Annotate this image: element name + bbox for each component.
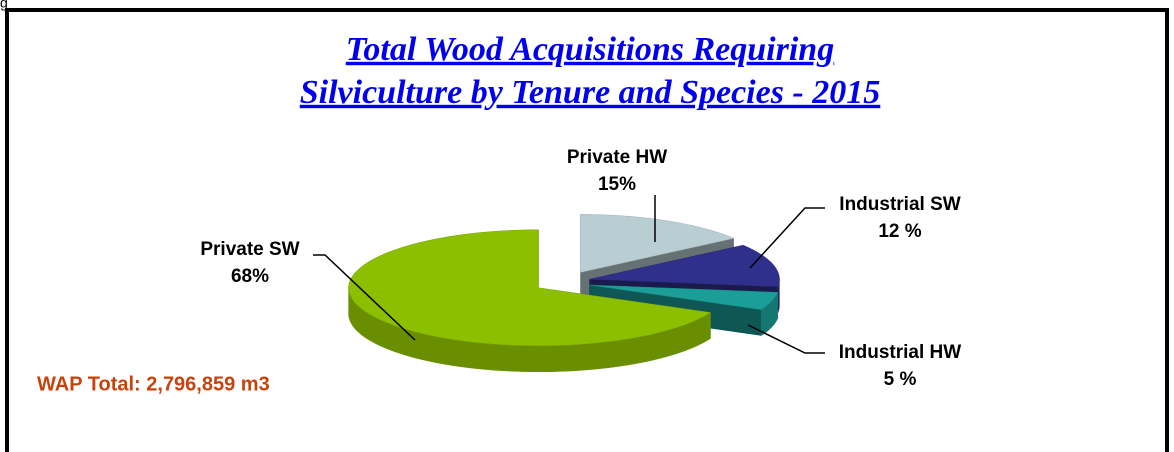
slice <box>589 284 779 310</box>
value-label: 68% <box>231 266 269 287</box>
slice-label: Private HW <box>567 147 667 168</box>
slice-label: Industrial HW <box>839 342 962 363</box>
chart-title: Total Wood Acquisitions Requiring <box>346 31 834 68</box>
chart-title: Silviculture by Tenure and Species - 201… <box>300 74 881 111</box>
leader-line <box>749 207 825 269</box>
annotation: WAP Total: 2,796,859 m3 <box>37 373 270 395</box>
value-label: 12 % <box>878 221 921 242</box>
slice <box>348 229 712 347</box>
value-label: 5 % <box>884 369 917 390</box>
value-label: 15% <box>598 174 636 195</box>
slice <box>589 244 780 287</box>
pie <box>348 214 780 373</box>
slice <box>579 214 735 273</box>
slice-label: Private SW <box>200 239 299 260</box>
leader-line <box>313 254 416 341</box>
slice-label: Industrial SW <box>839 194 960 215</box>
leader-line <box>747 324 825 354</box>
corner-text: g <box>0 0 8 11</box>
